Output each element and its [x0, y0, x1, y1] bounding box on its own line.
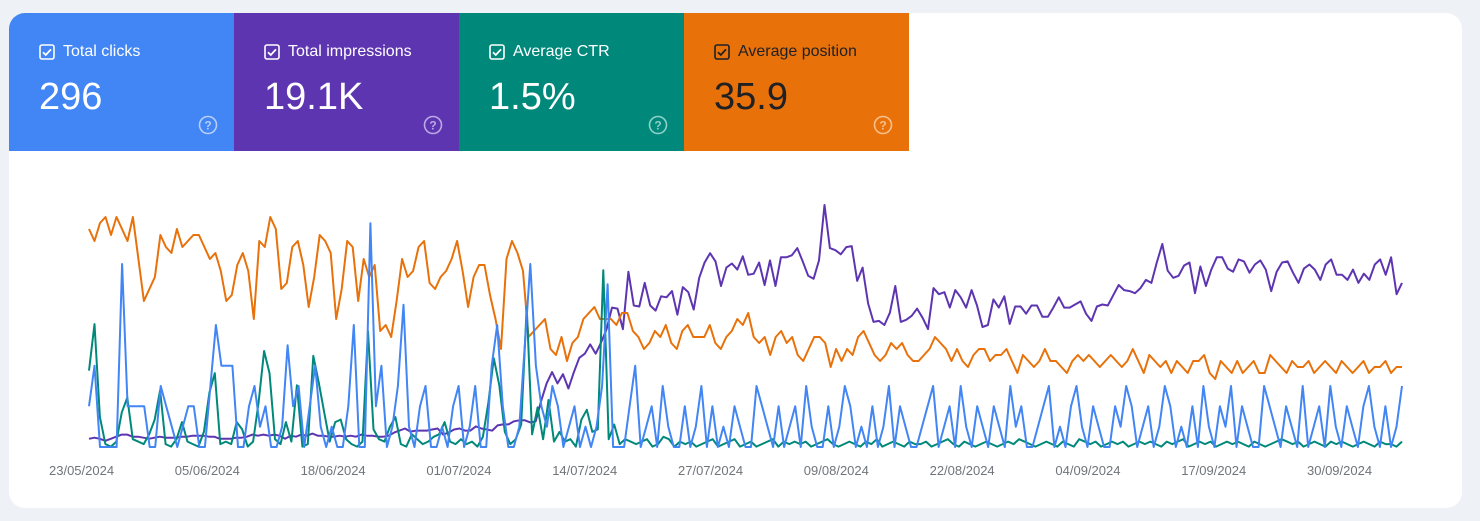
tile-label: Average CTR — [513, 43, 610, 60]
help-icon[interactable]: ? — [873, 115, 893, 135]
tile-total-clicks[interactable]: Total clicks 296 ? — [9, 13, 234, 151]
x-tick-label: 27/07/2024 — [678, 463, 743, 478]
tile-value: 296 — [39, 76, 103, 118]
x-tick-label: 17/09/2024 — [1181, 463, 1246, 478]
tile-value: 19.1K — [264, 76, 364, 118]
performance-chart[interactable]: 23/05/2024 05/06/2024 18/06/2024 01/07/2… — [9, 153, 1462, 508]
svg-text:?: ? — [654, 119, 661, 133]
tile-label: Total impressions — [288, 43, 412, 60]
tile-average-ctr[interactable]: Average CTR 1.5% ? — [459, 13, 684, 151]
help-icon[interactable]: ? — [198, 115, 218, 135]
performance-card: Total clicks 296 ? Total impressions 19.… — [9, 13, 1462, 508]
tile-label: Total clicks — [63, 43, 141, 60]
series-layer — [88, 204, 1403, 448]
help-icon[interactable]: ? — [648, 115, 668, 135]
checkbox-checked-icon[interactable] — [489, 44, 505, 60]
series-line-average-position — [88, 216, 1402, 380]
tile-value: 35.9 — [714, 76, 788, 118]
x-tick-label: 30/09/2024 — [1307, 463, 1372, 478]
svg-text:?: ? — [879, 119, 886, 133]
tile-value: 1.5% — [489, 76, 576, 118]
svg-text:?: ? — [204, 119, 211, 133]
x-tick-label: 14/07/2024 — [552, 463, 617, 478]
x-tick-label: 22/08/2024 — [930, 463, 995, 478]
x-tick-label: 01/07/2024 — [426, 463, 491, 478]
x-tick-label: 18/06/2024 — [301, 463, 366, 478]
tile-label: Average position — [738, 43, 857, 60]
svg-text:?: ? — [429, 119, 436, 133]
x-tick-label: 05/06/2024 — [175, 463, 240, 478]
tile-total-impressions[interactable]: Total impressions 19.1K ? — [234, 13, 459, 151]
series-line-total-clicks — [88, 222, 1403, 448]
checkbox-checked-icon[interactable] — [264, 44, 280, 60]
checkbox-checked-icon[interactable] — [39, 44, 55, 60]
help-icon[interactable]: ? — [423, 115, 443, 135]
tile-average-position[interactable]: Average position 35.9 ? — [684, 13, 909, 151]
checkbox-checked-icon[interactable] — [714, 44, 730, 60]
x-tick-label: 04/09/2024 — [1055, 463, 1120, 478]
metric-tiles: Total clicks 296 ? Total impressions 19.… — [9, 13, 909, 151]
x-tick-label: 09/08/2024 — [804, 463, 869, 478]
x-tick-label: 23/05/2024 — [49, 463, 114, 478]
x-axis-labels: 23/05/2024 05/06/2024 18/06/2024 01/07/2… — [49, 463, 1372, 478]
